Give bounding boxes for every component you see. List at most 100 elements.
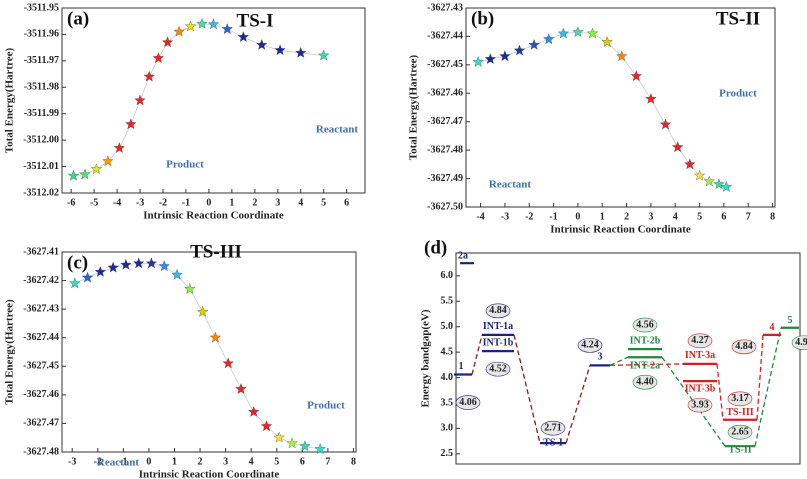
y-tick-label: -3627.47 bbox=[427, 116, 463, 127]
x-axis-title: Intrinsic Reaction Coordinate bbox=[143, 210, 284, 222]
star-point bbox=[671, 141, 684, 153]
star-point bbox=[79, 168, 91, 180]
star-point bbox=[173, 25, 185, 37]
panel-letter: (a) bbox=[67, 8, 89, 29]
star-point bbox=[318, 49, 330, 61]
y-tick-label: 5.5 bbox=[441, 296, 454, 307]
star-point bbox=[145, 257, 158, 269]
value-label: 4.06 bbox=[459, 397, 477, 408]
x-tick-label: -1 bbox=[549, 211, 557, 222]
value-badge bbox=[727, 424, 753, 440]
x-tick-label: 7 bbox=[325, 456, 330, 467]
star-point bbox=[693, 169, 706, 181]
pathway-connector bbox=[609, 363, 684, 367]
star-point bbox=[314, 443, 326, 454]
star-point bbox=[94, 266, 107, 277]
x-tick-label: -1 bbox=[182, 197, 190, 208]
star-point bbox=[543, 33, 555, 45]
star-point bbox=[120, 258, 132, 270]
x-tick-label: 4 bbox=[249, 456, 254, 467]
x-tick-label: -3 bbox=[68, 456, 76, 467]
star-point bbox=[184, 283, 196, 294]
y-tick-label: 3.5 bbox=[441, 397, 454, 408]
star-point bbox=[601, 36, 613, 47]
level-name: 1 bbox=[459, 361, 464, 372]
star-point bbox=[67, 169, 80, 181]
x-tick-label: 0 bbox=[206, 197, 211, 208]
value-badge bbox=[632, 317, 658, 333]
y-tick-label: -3511.99 bbox=[24, 108, 59, 119]
y-tick-label: 6.0 bbox=[441, 270, 454, 281]
star-point bbox=[207, 18, 220, 30]
annotation: Reactant bbox=[97, 457, 139, 469]
star-point bbox=[134, 94, 146, 106]
y-tick-label: -3512.01 bbox=[23, 161, 59, 172]
x-tick-label: 2 bbox=[198, 456, 203, 467]
value-badge bbox=[540, 420, 566, 436]
value-badge bbox=[791, 335, 807, 351]
value-badge bbox=[731, 339, 757, 355]
y-tick-label: -3627.48 bbox=[427, 144, 463, 155]
panel-title: TS-I bbox=[237, 10, 274, 31]
x-tick-label: -2 bbox=[94, 456, 102, 467]
x-tick-label: 5 bbox=[321, 197, 326, 208]
x-tick-label: 4 bbox=[673, 211, 678, 222]
x-tick-label: -6 bbox=[67, 197, 75, 208]
level-name: INT-1a bbox=[483, 321, 513, 332]
value-badge bbox=[485, 303, 511, 319]
x-tick-label: 3 bbox=[648, 211, 653, 222]
star-point bbox=[586, 27, 599, 39]
plot-frame bbox=[465, 7, 776, 208]
pathway-connector bbox=[716, 363, 724, 420]
star-point bbox=[286, 437, 298, 449]
y-tick-label: -3627.49 bbox=[427, 173, 463, 184]
y-axis-title: Total Energy(Hartree) bbox=[4, 299, 16, 405]
y-tick-label: -3627.46 bbox=[427, 88, 463, 99]
star-point bbox=[720, 181, 733, 192]
value-label: 2.71 bbox=[544, 422, 562, 433]
star-point bbox=[102, 155, 114, 167]
star-point bbox=[81, 271, 94, 283]
value-badge bbox=[727, 391, 753, 407]
panel-letter: (b) bbox=[471, 8, 494, 29]
y-tick-label: 4.5 bbox=[441, 346, 454, 357]
value-badge bbox=[577, 338, 603, 353]
x-tick-label: -1 bbox=[119, 456, 127, 467]
level-name: INT-2b bbox=[630, 335, 661, 346]
y-tick-label: -3627.41 bbox=[23, 246, 59, 257]
y-tick-label: -3627.43 bbox=[23, 303, 59, 314]
star-point bbox=[113, 142, 126, 153]
star-point bbox=[472, 56, 484, 67]
level-name: 5 bbox=[788, 315, 793, 326]
level-name: TS-II bbox=[728, 445, 751, 456]
star-point bbox=[256, 39, 268, 50]
x-tick-label: 3 bbox=[223, 456, 228, 467]
star-point bbox=[295, 46, 307, 58]
level-name: INT-3b bbox=[685, 383, 716, 394]
y-tick-label: 5.0 bbox=[441, 321, 454, 332]
y-axis-title: Total Energy(Hartree) bbox=[4, 47, 16, 153]
panel-letter: (c) bbox=[67, 252, 88, 273]
value-label: 4.84 bbox=[735, 341, 753, 352]
value-badge bbox=[687, 333, 713, 349]
pathway-connector bbox=[756, 334, 764, 420]
x-tick-label: -5 bbox=[90, 197, 98, 208]
value-label: 3.93 bbox=[691, 399, 709, 410]
star-point bbox=[107, 261, 119, 273]
value-label: 4.24 bbox=[581, 340, 599, 351]
y-tick-label: -3627.48 bbox=[23, 446, 59, 457]
star-point bbox=[221, 23, 233, 34]
x-tick-label: 6 bbox=[300, 456, 305, 467]
star-point bbox=[90, 163, 103, 175]
x-tick-label: 0 bbox=[146, 456, 151, 467]
star-point bbox=[299, 440, 311, 452]
star-point bbox=[684, 158, 696, 170]
pathway-connector bbox=[609, 356, 629, 366]
star-point bbox=[69, 277, 81, 289]
value-badge bbox=[455, 395, 481, 410]
x-tick-label: -3 bbox=[501, 211, 509, 222]
panel-letter: (d) bbox=[424, 237, 447, 258]
x-tick-label: -4 bbox=[113, 197, 121, 208]
x-tick-label: 3 bbox=[275, 197, 280, 208]
x-tick-label: 6 bbox=[721, 211, 726, 222]
